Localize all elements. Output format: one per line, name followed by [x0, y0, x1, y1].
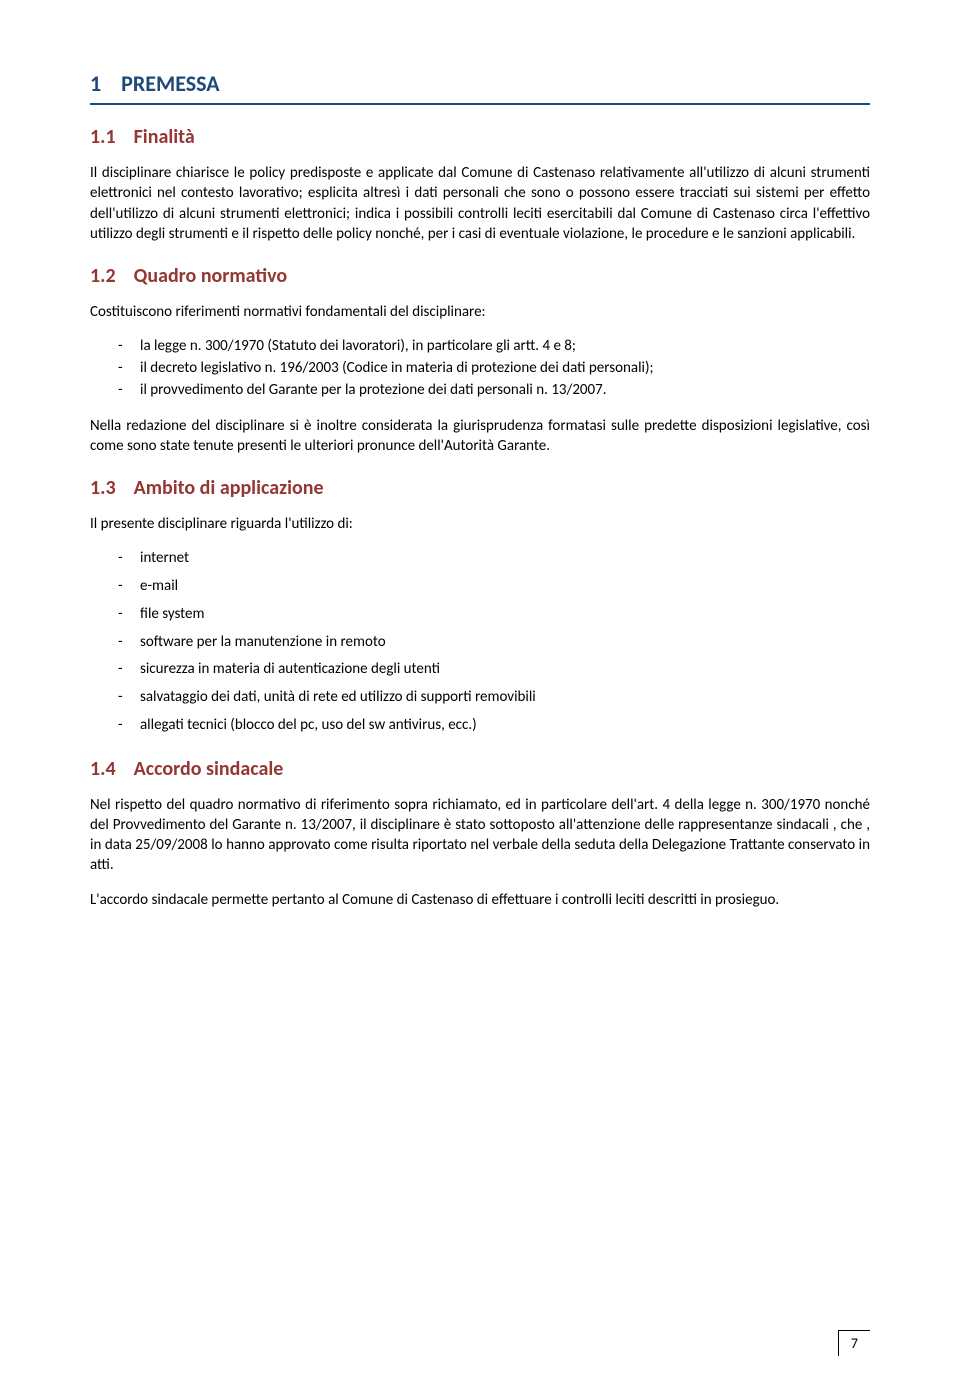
heading-number: 1.2	[90, 264, 116, 288]
paragraph: Nel rispetto del quadro normativo di rif…	[90, 795, 870, 876]
heading-1-2: 1.2 Quadro normativo	[90, 264, 870, 288]
heading-premessa: 1 PREMESSA	[90, 70, 870, 105]
paragraph: Il presente disciplinare riguarda l'util…	[90, 514, 870, 534]
heading-title: PREMESSA	[121, 70, 219, 97]
list-item: e-mail	[90, 576, 870, 598]
heading-1-3: 1.3 Ambito di applicazione	[90, 476, 870, 500]
list-item: il provvedimento del Garante per la prot…	[90, 380, 870, 402]
list-item: file system	[90, 604, 870, 626]
list-item: salvataggio dei dati, unità di rete ed u…	[90, 687, 870, 709]
list-item: il decreto legislativo n. 196/2003 (Codi…	[90, 358, 870, 380]
heading-1-1: 1.1 Finalità	[90, 125, 870, 149]
heading-title: Accordo sindacale	[134, 757, 284, 781]
bullet-list: internet e-mail file system software per…	[90, 548, 870, 736]
paragraph: Nella redazione del disciplinare si è in…	[90, 416, 870, 457]
paragraph: Costituiscono riferimenti normativi fond…	[90, 302, 870, 322]
heading-1-4: 1.4 Accordo sindacale	[90, 757, 870, 781]
bullet-list: la legge n. 300/1970 (Statuto dei lavora…	[90, 336, 870, 401]
heading-number: 1.1	[90, 125, 116, 149]
heading-number: 1.4	[90, 757, 116, 781]
list-item: allegati tecnici (blocco del pc, uso del…	[90, 715, 870, 737]
page-number: 7	[838, 1330, 870, 1356]
heading-title: Quadro normativo	[134, 264, 288, 288]
heading-title: Ambito di applicazione	[134, 476, 324, 500]
list-item: la legge n. 300/1970 (Statuto dei lavora…	[90, 336, 870, 358]
heading-number: 1.3	[90, 476, 116, 500]
list-item: sicurezza in materia di autenticazione d…	[90, 659, 870, 681]
paragraph: Il disciplinare chiarisce le policy pred…	[90, 163, 870, 244]
list-item: software per la manutenzione in remoto	[90, 632, 870, 654]
list-item: internet	[90, 548, 870, 570]
heading-number: 1	[90, 70, 101, 97]
heading-title: Finalità	[134, 125, 195, 149]
paragraph: L'accordo sindacale permette pertanto al…	[90, 890, 870, 910]
